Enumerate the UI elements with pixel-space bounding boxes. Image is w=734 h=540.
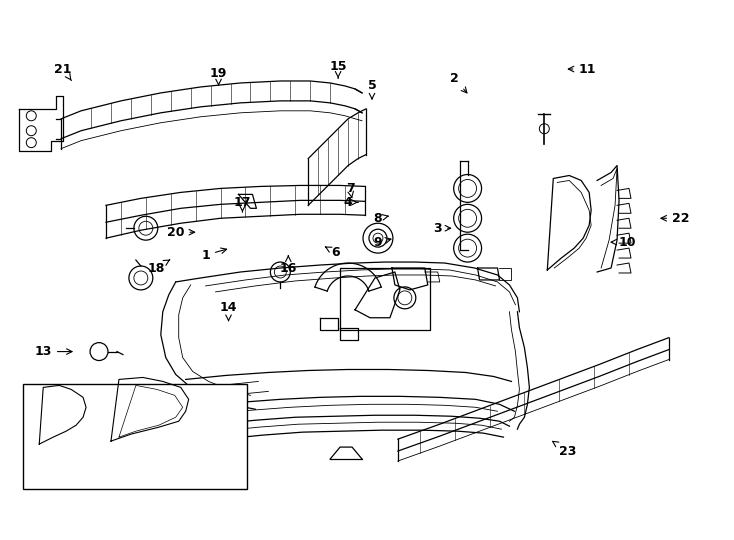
Text: 14: 14 [219, 301, 237, 321]
Text: 1: 1 [201, 248, 227, 261]
Text: 6: 6 [325, 246, 339, 259]
Text: 22: 22 [661, 212, 689, 225]
Text: 17: 17 [233, 196, 251, 212]
Text: 4: 4 [344, 196, 358, 209]
Text: 9: 9 [374, 235, 391, 248]
Text: 3: 3 [433, 222, 451, 235]
Text: 12: 12 [48, 409, 76, 424]
Text: 5: 5 [368, 79, 377, 99]
Text: 8: 8 [374, 212, 388, 225]
Text: 7: 7 [346, 182, 355, 198]
Text: 16: 16 [280, 256, 297, 274]
Text: 11: 11 [568, 63, 596, 76]
Text: 18: 18 [147, 260, 170, 274]
Text: 21: 21 [54, 63, 72, 80]
Text: 23: 23 [553, 441, 576, 457]
Text: 13: 13 [34, 345, 72, 358]
Text: 15: 15 [330, 59, 347, 78]
Text: 19: 19 [210, 66, 228, 85]
Text: 10: 10 [611, 235, 636, 248]
FancyBboxPatch shape [23, 384, 247, 489]
Text: 20: 20 [167, 226, 195, 239]
Text: 2: 2 [450, 72, 467, 93]
